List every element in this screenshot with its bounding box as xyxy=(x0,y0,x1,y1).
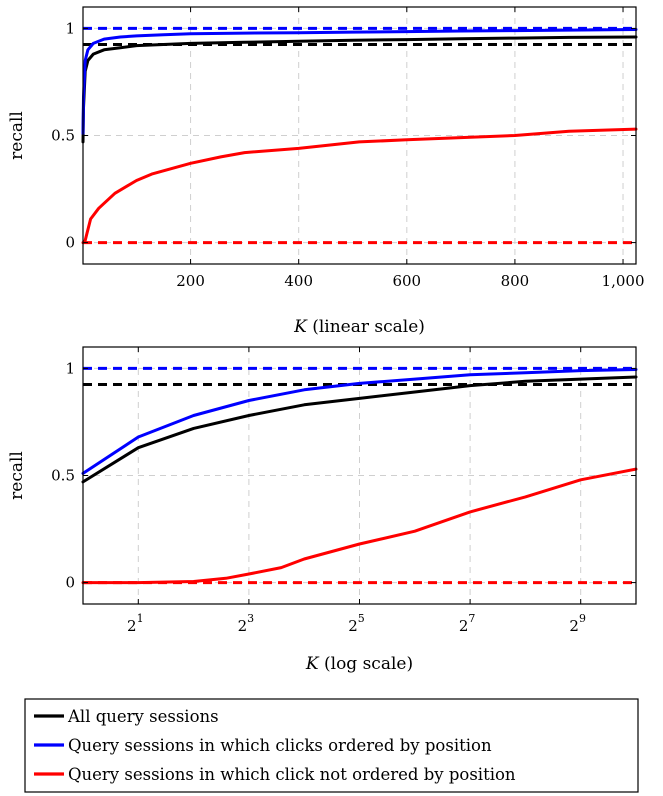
y-tick-label: 0.5 xyxy=(51,127,75,145)
x-tick-label-exponent: 5 xyxy=(358,612,365,625)
x-tick-label-exponent: 7 xyxy=(468,612,475,625)
legend-entry: Query sessions in which click not ordere… xyxy=(34,765,516,784)
legend-label: Query sessions in which click not ordere… xyxy=(68,765,516,784)
y-tick-label: 0.5 xyxy=(51,467,75,485)
x-tick-label-base: 2 xyxy=(569,617,579,635)
legend-entry: All query sessions xyxy=(34,707,219,726)
series-line xyxy=(81,127,638,245)
x-axis-label: K (log scale) xyxy=(305,654,413,674)
legend-entry: Query sessions in which clicks ordered b… xyxy=(34,736,492,755)
x-tick-label-exponent: 3 xyxy=(247,612,254,625)
legend-label: All query sessions xyxy=(67,707,219,726)
series-line xyxy=(81,35,638,144)
x-tick-label: 27 xyxy=(459,612,476,635)
x-tick-label-base: 2 xyxy=(127,617,137,635)
tick-marks xyxy=(83,7,636,264)
x-tick-label: 25 xyxy=(348,612,365,635)
x-tick-label: 21 xyxy=(127,612,144,635)
legend-box xyxy=(24,698,639,793)
x-tick-label: 800 xyxy=(501,272,530,290)
legend-label: Query sessions in which clicks ordered b… xyxy=(68,736,492,755)
y-axis-label: recall xyxy=(7,111,27,160)
x-tick-label: 400 xyxy=(284,272,313,290)
x-tick-label-base: 2 xyxy=(348,617,358,635)
series-line xyxy=(81,375,638,484)
y-tick-labels: 00.51 xyxy=(51,359,75,591)
x-tick-label: 23 xyxy=(238,612,255,635)
x-tick-label: 600 xyxy=(392,272,421,290)
x-tick-labels: 21 23 25 27 29 xyxy=(127,612,586,635)
legend: All query sessions Query sessions in whi… xyxy=(24,698,639,793)
y-tick-label: 1 xyxy=(65,19,75,37)
x-axis-label-symbol: K xyxy=(293,317,308,337)
x-tick-label-base: 2 xyxy=(459,617,469,635)
series-line xyxy=(81,467,638,585)
x-tick-label-base: 2 xyxy=(238,617,248,635)
series-lines xyxy=(81,368,638,585)
y-tick-label: 1 xyxy=(65,359,75,377)
x-tick-label-exponent: 1 xyxy=(137,612,144,625)
series-line xyxy=(81,368,638,475)
x-tick-label-exponent: 9 xyxy=(579,612,586,625)
y-axis-label: recall xyxy=(7,451,27,500)
series-line xyxy=(81,28,638,135)
y-tick-label: 0 xyxy=(65,574,75,592)
tick-marks xyxy=(83,347,636,604)
chart-log-scale: 21 23 25 27 29 00.51 K (log scale) recall xyxy=(7,346,638,674)
y-tick-label: 0 xyxy=(65,234,75,252)
y-tick-labels: 00.51 xyxy=(51,19,75,251)
x-axis-label-symbol: K xyxy=(305,654,320,674)
chart-linear-scale: 200 400 600 800 1,000 00.51 K (linear scale)… xyxy=(7,6,645,337)
series-lines xyxy=(81,28,638,245)
x-axis-label: K (linear scale) xyxy=(293,317,425,337)
x-tick-labels: 200 400 600 800 1,000 xyxy=(176,272,644,290)
x-tick-label: 29 xyxy=(569,612,586,635)
x-axis-label-text: (linear scale) xyxy=(307,317,425,337)
x-tick-label: 1,000 xyxy=(602,272,645,290)
x-axis-label-text: (log scale) xyxy=(319,654,414,674)
x-tick-label: 200 xyxy=(176,272,205,290)
